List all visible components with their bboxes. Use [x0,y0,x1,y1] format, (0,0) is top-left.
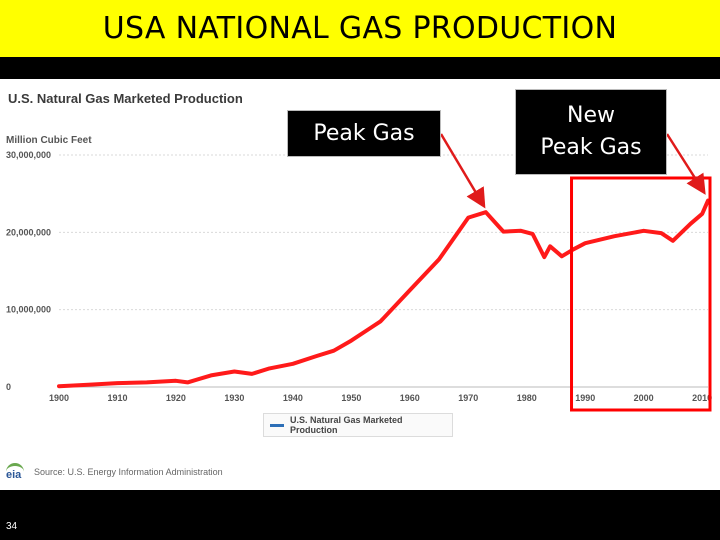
data-point [314,354,318,358]
y-tick-label: 0 [6,382,11,392]
x-tick-label: 2010 [692,393,712,403]
new-peak-gas-callout: New Peak Gas [515,89,667,175]
peak-gas-callout: Peak Gas [287,110,441,157]
x-tick-label: 1990 [575,393,595,403]
x-tick-label: 1960 [400,393,420,403]
new-peak-gas-line2: Peak Gas [540,135,642,160]
data-point [612,234,616,238]
title-underline-strip [0,57,720,79]
data-point [145,380,149,384]
source-text: Source: U.S. Energy Information Administ… [34,467,223,477]
data-point [560,254,564,258]
x-tick-label: 2000 [634,393,654,403]
highlight-box [570,176,712,412]
data-point [250,372,254,376]
data-point [349,339,353,343]
x-tick-label: 1920 [166,393,186,403]
data-point [548,244,552,248]
x-tick-label: 1970 [458,393,478,403]
data-point [332,349,336,353]
data-point [367,327,371,331]
data-point [267,366,271,370]
data-point [466,216,470,220]
chart-header: U.S. Natural Gas Marketed Production [8,91,243,106]
x-tick-label: 1910 [107,393,127,403]
data-point [57,384,61,388]
peak-gas-label: Peak Gas [313,121,415,146]
data-point [542,255,546,259]
data-point [519,229,523,233]
axis-layer: 0 10,000,000 20,000,000 30,000,000 1900 1910 1… [6,150,712,403]
data-point [484,210,488,214]
x-tick-label: 1940 [283,393,303,403]
slide-title: USA NATIONAL GAS PRODUCTION [102,11,618,46]
data-point [688,222,692,226]
source-attribution: eia Source: U.S. Energy Information Admi… [4,463,223,481]
data-point [671,239,675,243]
data-point [408,288,412,292]
y-tick-label: 20,000,000 [6,227,51,237]
data-point [379,319,383,323]
y-tick-label: 10,000,000 [6,305,51,315]
data-point [642,229,646,233]
data-point [174,379,178,383]
chart-legend: U.S. Natural Gas Marketed Production [263,413,453,437]
data-point [700,212,704,216]
data-point [437,257,441,261]
data-point [531,232,535,236]
slide-number: 34 [6,521,18,532]
data-point [659,231,663,235]
data-point [115,381,119,385]
grid-layer [59,154,708,388]
y-tick-label: 30,000,000 [6,150,51,160]
new-peak-gas-arrow [665,133,706,195]
line-chart: 0 10,000,000 20,000,000 30,000,000 1900 1910 1… [6,133,712,412]
new-peak-gas-line1: New [566,103,615,128]
y-unit-label: Million Cubic Feet [6,135,92,146]
series-line [57,198,710,389]
data-point [501,230,505,234]
overlay-layer [439,133,712,412]
x-tick-label: 1930 [224,393,244,403]
data-point [232,370,236,374]
data-point [186,380,190,384]
data-point [209,373,213,377]
data-point [583,241,587,245]
title-bar: USA NATIONAL GAS PRODUCTION [0,0,720,57]
eia-logo-icon: eia [4,463,28,481]
x-tick-label: 1980 [517,393,537,403]
series-layer [57,198,710,389]
data-point [291,362,295,366]
x-tick-label: 1900 [49,393,69,403]
data-point [86,383,90,387]
peak-gas-arrow [439,133,486,209]
legend-swatch [270,423,284,427]
legend-label: U.S. Natural Gas Marketed Production [289,415,403,435]
x-tick-label: 1950 [341,393,361,403]
